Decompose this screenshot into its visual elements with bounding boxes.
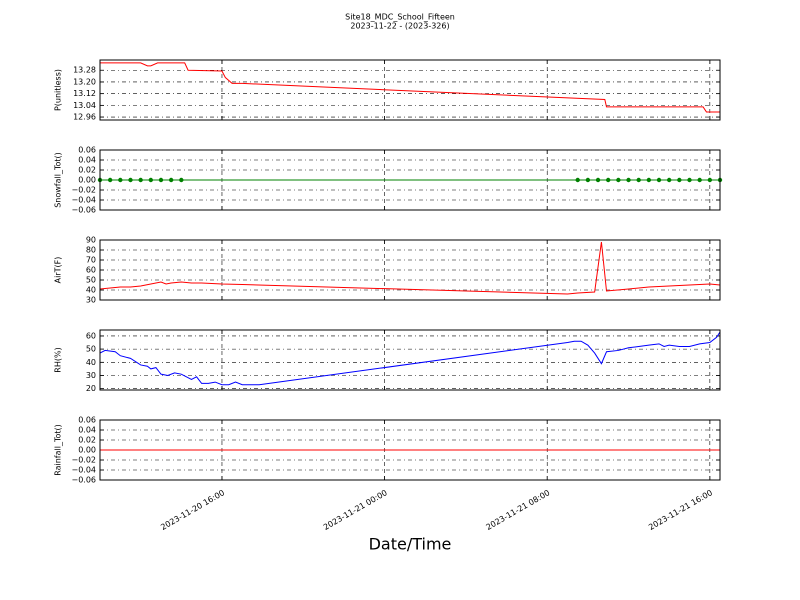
y-tick-label: −0.06 xyxy=(71,206,96,215)
data-point xyxy=(707,177,713,183)
data-point xyxy=(585,177,591,183)
axes-frame xyxy=(99,239,721,301)
y-tick-label: −0.04 xyxy=(71,196,96,205)
y-tick-label: 90 xyxy=(86,236,96,245)
y-tick-label: 70 xyxy=(86,256,96,265)
y-tick-label: 30 xyxy=(86,296,96,305)
y-axis-label: AirT(F) xyxy=(54,257,63,284)
data-point xyxy=(616,177,621,183)
data-point xyxy=(646,177,652,183)
y-tick-label: 0.04 xyxy=(78,426,96,435)
y-tick-label: 60 xyxy=(86,266,96,275)
data-point xyxy=(107,177,113,183)
y-tick-label: 20 xyxy=(86,384,96,393)
data-point xyxy=(118,177,123,183)
y-tick-label: 40 xyxy=(86,358,96,367)
data-point xyxy=(656,177,662,183)
y-tick-label: 0.06 xyxy=(78,416,96,425)
y-tick-label: 13.12 xyxy=(73,89,96,98)
axes-frame xyxy=(99,419,721,481)
y-tick-label: 0.06 xyxy=(78,146,96,155)
y-tick-label: 80 xyxy=(86,246,96,255)
data-point xyxy=(575,177,580,183)
y-axis-label: P(unitless) xyxy=(54,69,63,111)
y-axis-label: Snowfall_Tot() xyxy=(54,152,63,208)
data-point xyxy=(697,177,702,183)
x-axis-label: Date/Time xyxy=(369,535,452,554)
data-point xyxy=(687,177,692,183)
y-tick-label: 40 xyxy=(86,286,96,295)
data-point xyxy=(626,177,631,183)
data-line xyxy=(99,241,721,295)
y-tick-label: 0.02 xyxy=(78,436,96,445)
data-point xyxy=(677,177,682,183)
y-tick-label: 50 xyxy=(86,345,96,354)
data-point xyxy=(605,177,611,183)
y-tick-label: −0.04 xyxy=(71,466,96,475)
y-tick-label: 12.96 xyxy=(73,113,96,122)
chart-subtitle: 2023-11-22 - (2023-326) xyxy=(350,22,449,31)
data-point xyxy=(168,177,174,183)
y-tick-label: 0.02 xyxy=(78,166,96,175)
data-line xyxy=(99,331,721,386)
chart-title: Site18_MDC_School_Fifteen xyxy=(345,13,455,22)
data-point xyxy=(666,177,672,183)
y-axis-label: Rainfall_Tot() xyxy=(54,424,63,476)
data-point xyxy=(179,177,184,183)
y-tick-label: 60 xyxy=(86,331,96,340)
y-tick-label: −0.02 xyxy=(71,186,96,195)
y-tick-label: 30 xyxy=(86,371,96,380)
data-point xyxy=(138,177,143,183)
data-point xyxy=(158,177,164,183)
y-tick-label: 50 xyxy=(86,276,96,285)
data-line xyxy=(100,62,720,113)
y-tick-label: 0.00 xyxy=(78,446,96,455)
data-point xyxy=(595,177,601,183)
y-tick-label: −0.02 xyxy=(71,456,96,465)
y-tick-label: 13.28 xyxy=(73,66,96,75)
axes-frame xyxy=(99,149,721,211)
axes-frame xyxy=(99,59,721,121)
y-tick-label: 0.00 xyxy=(78,176,96,185)
data-point xyxy=(128,177,133,183)
y-tick-label: 13.04 xyxy=(73,101,96,110)
y-tick-label: 13.20 xyxy=(73,77,96,86)
axes-frame xyxy=(99,329,721,391)
y-tick-label: −0.06 xyxy=(71,476,96,485)
data-point xyxy=(636,177,641,183)
y-axis-label: RH(%) xyxy=(54,347,63,372)
y-tick-label: 0.04 xyxy=(78,156,96,165)
data-point xyxy=(148,177,154,183)
